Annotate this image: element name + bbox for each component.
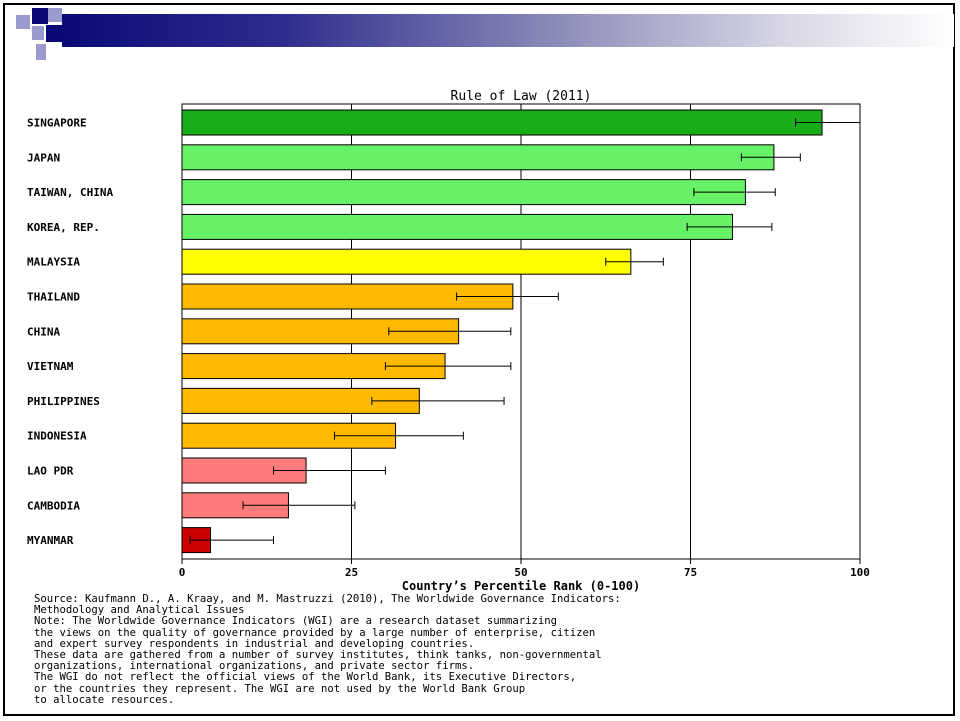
category-label-korea-rep: KOREA, REP.: [27, 221, 100, 234]
bar-singapore: [181, 109, 823, 136]
source-note-line: Methodology and Analytical Issues: [34, 604, 245, 617]
source-note-line: Note: The Worldwide Governance Indicator…: [34, 615, 557, 628]
x-axis-label: Country’s Percentile Rank (0-100): [402, 579, 640, 593]
x-tick-label-25: 25: [345, 566, 358, 579]
category-label-myanmar: MYANMAR: [27, 534, 74, 547]
deco-square-light-2: [48, 8, 62, 22]
x-tick-label-75: 75: [684, 566, 697, 579]
deco-square-dark-2: [46, 25, 62, 42]
category-label-japan: JAPAN: [27, 151, 60, 164]
deco-square-dark-1: [32, 8, 48, 24]
category-label-china: CHINA: [27, 325, 60, 338]
source-note-line: to allocate resources.: [34, 693, 175, 706]
x-tick-label-0: 0: [179, 566, 186, 579]
deco-square-light-1: [16, 15, 30, 29]
bar-taiwan-china: [181, 179, 746, 206]
bar-japan: [181, 144, 775, 171]
source-note-line: the views on the quality of governance p…: [34, 626, 596, 639]
x-tick-label-50: 50: [514, 566, 527, 579]
source-notes: Source: Kaufmann D., A. Kraay, and M. Ma…: [34, 593, 934, 706]
category-label-lao-pdr: LAO PDR: [27, 465, 74, 478]
bar-korea-rep: [181, 213, 734, 240]
title-banner: [62, 14, 954, 47]
source-note-line: and expert survey respondents in industr…: [34, 637, 475, 650]
deco-square-light-3: [32, 26, 44, 40]
category-label-singapore: SINGAPORE: [27, 117, 87, 130]
slide-frame: [3, 3, 955, 716]
source-note-line: organizations, international organizatio…: [34, 660, 475, 673]
source-note-line: or the countries they represent. The WGI…: [34, 682, 526, 695]
category-label-indonesia: INDONESIA: [27, 430, 87, 443]
category-label-cambodia: CAMBODIA: [27, 499, 80, 512]
source-note-line: These data are gathered from a number of…: [34, 649, 602, 662]
bar-malaysia: [181, 248, 632, 275]
chart-title: Rule of Law (2011): [451, 89, 592, 104]
x-tick-label-100: 100: [850, 566, 870, 579]
rule-of-law-chart: Rule of Law (2011) 0 25 50 75 100 Country’s Pe…: [27, 89, 870, 593]
category-label-taiwan-china: TAIWAN, CHINA: [27, 186, 113, 199]
source-note-line: Source: Kaufmann D., A. Kraay, and M. Ma…: [34, 593, 621, 605]
category-label-vietnam: VIETNAM: [27, 360, 74, 373]
category-label-philippines: PHILIPPINES: [27, 395, 100, 408]
category-label-malaysia: MALAYSIA: [27, 256, 80, 269]
deco-square-light-4: [36, 44, 46, 60]
source-note-line: The WGI do not reflect the official view…: [34, 671, 577, 684]
category-label-thailand: THAILAND: [27, 291, 80, 304]
